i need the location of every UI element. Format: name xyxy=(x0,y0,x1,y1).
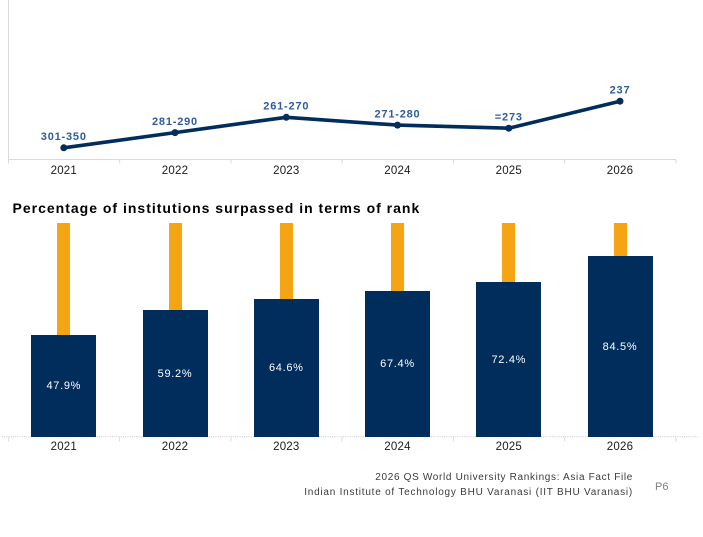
svg-text:271-280: 271-280 xyxy=(375,109,421,121)
svg-text:=273: =273 xyxy=(495,112,523,124)
svg-text:2025: 2025 xyxy=(496,165,522,177)
svg-text:2021: 2021 xyxy=(51,165,77,177)
svg-text:301-350: 301-350 xyxy=(41,131,87,143)
svg-text:281-290: 281-290 xyxy=(152,116,198,128)
svg-text:2026: 2026 xyxy=(607,165,633,177)
svg-text:2022: 2022 xyxy=(162,165,188,177)
svg-text:2024: 2024 xyxy=(384,165,411,177)
svg-text:261-270: 261-270 xyxy=(263,101,309,113)
svg-text:2023: 2023 xyxy=(273,165,299,177)
svg-text:237: 237 xyxy=(610,85,631,97)
